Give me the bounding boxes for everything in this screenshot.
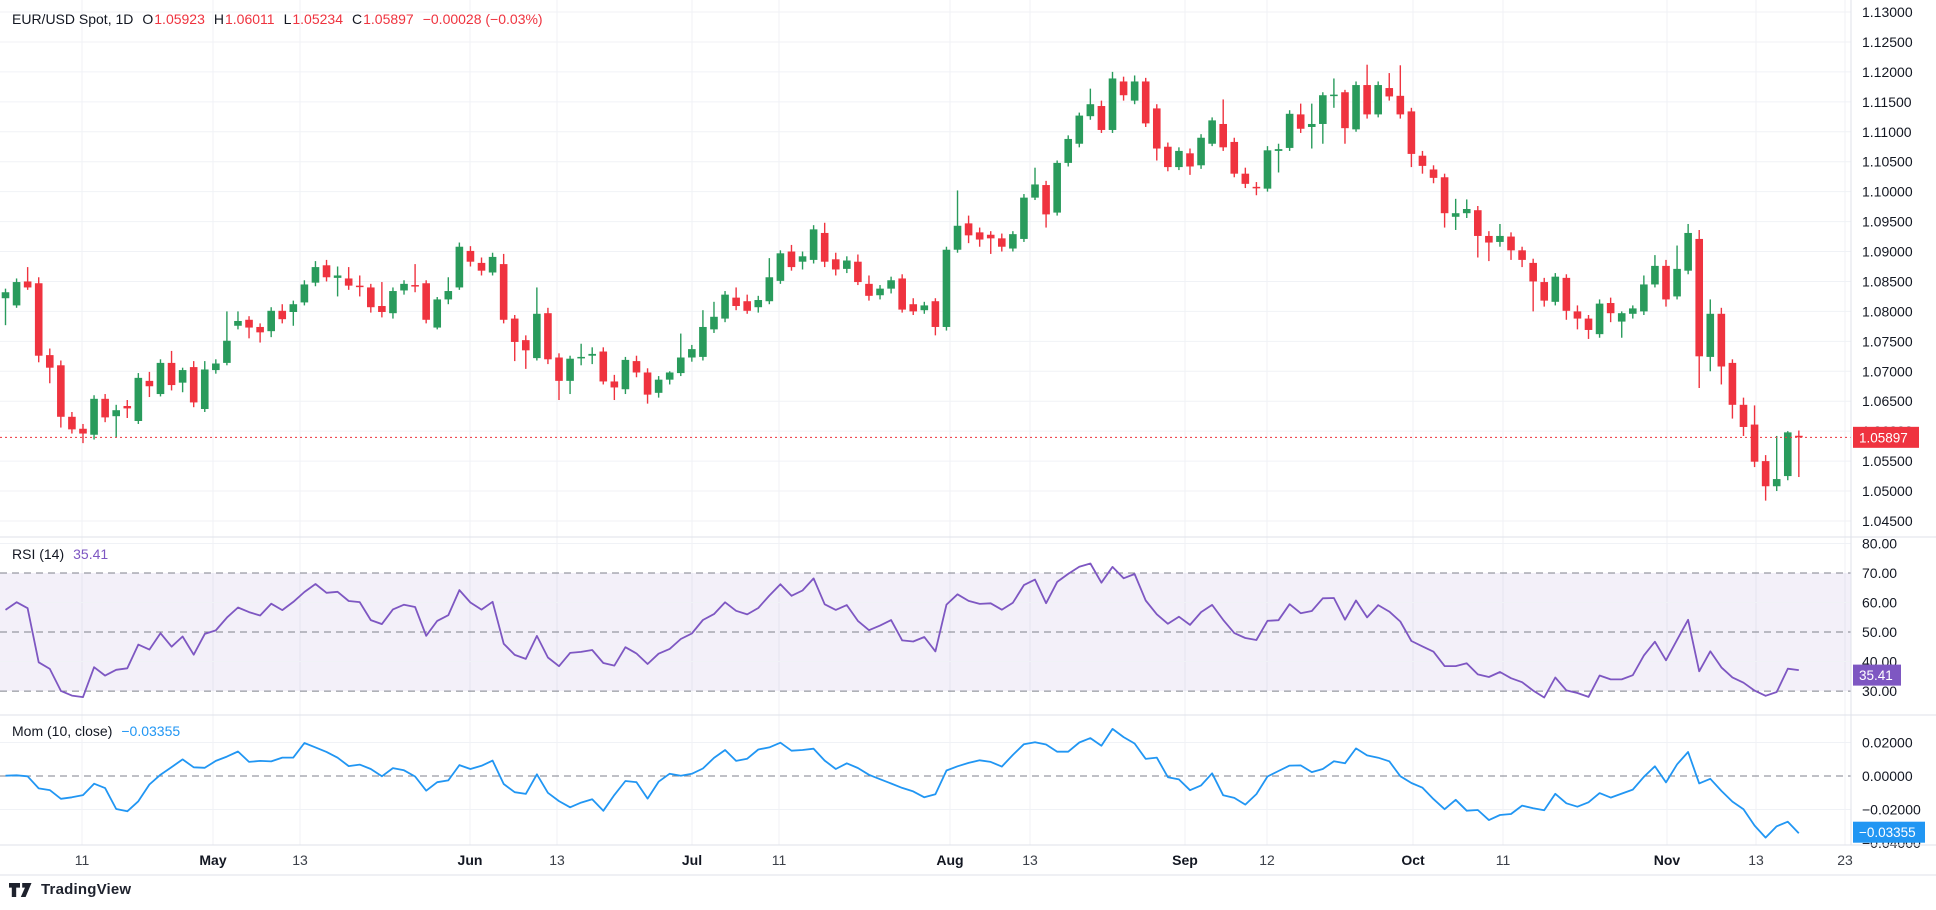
svg-text:1.09000: 1.09000: [1862, 244, 1913, 260]
svg-text:30.00: 30.00: [1862, 683, 1897, 699]
last-price-label: 1.05897: [1853, 426, 1919, 448]
svg-text:12: 12: [1259, 852, 1275, 868]
svg-text:13: 13: [292, 852, 308, 868]
svg-text:35.41: 35.41: [1859, 668, 1893, 683]
svg-text:1.10000: 1.10000: [1862, 184, 1913, 200]
mom-value-label: −0.03355: [1853, 821, 1925, 843]
svg-text:1.07000: 1.07000: [1862, 363, 1913, 379]
chart-canvas[interactable]: 1.13000 1.12500 1.12000 1.11500 1.11000 1.105…: [0, 0, 1936, 878]
rsi-value-label: 35.41: [1853, 664, 1901, 686]
legend-low: L 1.05234: [283, 11, 343, 27]
vertical-gridlines: [81, 0, 1846, 845]
svg-text:−0.03355: −0.03355: [1859, 825, 1916, 840]
symbol-legend[interactable]: EUR/USD Spot, 1D O 1.05923 H 1.06011 L 1.05…: [12, 11, 543, 27]
svg-text:1.05897: 1.05897: [1859, 430, 1908, 445]
tradingview-mark-icon: [9, 882, 32, 897]
mom-line: [5, 728, 1800, 839]
svg-text:13: 13: [549, 852, 565, 868]
svg-text:1.08000: 1.08000: [1862, 303, 1913, 319]
price-grid: [0, 11, 1851, 522]
svg-text:1.05000: 1.05000: [1862, 483, 1913, 499]
legend-change: −0.00028 (−0.03%): [422, 11, 543, 27]
svg-text:1.07500: 1.07500: [1862, 333, 1913, 349]
svg-text:1.11500: 1.11500: [1862, 94, 1912, 110]
rsi-legend-value: 35.41: [73, 546, 109, 562]
svg-text:1.06500: 1.06500: [1862, 393, 1913, 409]
svg-text:1.12500: 1.12500: [1862, 34, 1913, 50]
svg-text:Aug: Aug: [936, 852, 963, 868]
svg-text:11: 11: [1496, 852, 1511, 868]
svg-text:60.00: 60.00: [1862, 595, 1897, 611]
svg-text:Oct: Oct: [1401, 852, 1425, 868]
svg-text:1.05500: 1.05500: [1862, 453, 1913, 469]
svg-text:May: May: [199, 852, 226, 868]
time-axis-labels[interactable]: 11 May 13 Jun 13 Jul 11 Aug 13 Sep 12 Oct 11 Nov 13 23: [75, 852, 1853, 868]
mom-legend-value: −0.03355: [121, 723, 181, 739]
svg-text:1.08500: 1.08500: [1862, 273, 1913, 289]
svg-text:Sep: Sep: [1172, 852, 1198, 868]
svg-text:1.04500: 1.04500: [1862, 513, 1913, 529]
svg-text:13: 13: [1748, 852, 1764, 868]
candlesticks: [1, 64, 1803, 501]
svg-text:50.00: 50.00: [1862, 624, 1897, 640]
svg-text:0.00000: 0.00000: [1862, 768, 1913, 784]
svg-text:−0.02000: −0.02000: [1862, 802, 1921, 818]
svg-text:1.12000: 1.12000: [1862, 64, 1913, 80]
rsi-line: [4, 562, 1799, 699]
legend-open: O 1.05923: [142, 11, 205, 27]
svg-text:80.00: 80.00: [1862, 535, 1897, 551]
svg-text:1.11000: 1.11000: [1862, 124, 1912, 140]
svg-text:11: 11: [772, 852, 787, 868]
svg-text:Jun: Jun: [458, 852, 483, 868]
svg-text:1.13000: 1.13000: [1862, 4, 1913, 20]
tradingview-logo-text: TradingView: [41, 881, 132, 898]
mom-legend-title[interactable]: Mom (10, close): [12, 723, 113, 739]
svg-text:11: 11: [75, 852, 90, 868]
legend-high: H 1.06011: [213, 11, 275, 27]
price-axis-labels[interactable]: 1.13000 1.12500 1.12000 1.11500 1.11000 1.105…: [1862, 4, 1913, 529]
svg-text:0.02000: 0.02000: [1862, 735, 1913, 751]
rsi-grid: [0, 542, 1851, 692]
tradingview-logo[interactable]: TradingView: [9, 881, 131, 898]
svg-text:70.00: 70.00: [1862, 565, 1897, 581]
svg-text:1.10500: 1.10500: [1862, 154, 1913, 170]
svg-text:13: 13: [1022, 852, 1038, 868]
svg-text:23: 23: [1837, 852, 1853, 868]
svg-text:Jul: Jul: [682, 852, 702, 868]
rsi-legend-title[interactable]: RSI (14): [12, 546, 65, 562]
mom-legend[interactable]: Mom (10, close) −0.03355: [12, 723, 180, 739]
rsi-legend[interactable]: RSI (14) 35.41: [12, 546, 108, 562]
pane-separators[interactable]: [0, 0, 1936, 876]
svg-text:1.09500: 1.09500: [1862, 214, 1913, 230]
mom-grid: [0, 742, 1851, 810]
svg-text:Nov: Nov: [1654, 852, 1681, 868]
symbol-title[interactable]: EUR/USD Spot, 1D: [12, 11, 134, 27]
legend-close: C 1.05897: [351, 11, 414, 27]
